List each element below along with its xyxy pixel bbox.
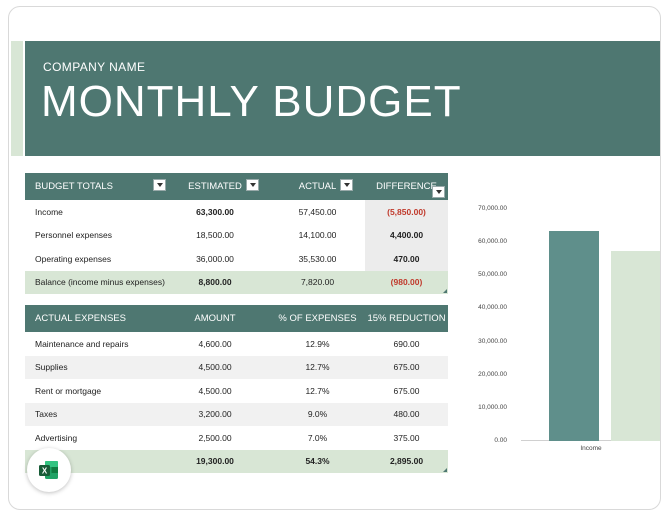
row-label[interactable]: Operating expenses	[35, 253, 112, 264]
table-row: Taxes 3,200.00 9.0% 480.00	[25, 402, 448, 426]
x-tick-label: Income	[580, 445, 602, 452]
difference-cell[interactable]: (5,850.00)	[365, 200, 448, 224]
column-header-percent-of-expenses[interactable]: % OF EXPENSES	[278, 313, 357, 324]
row-label[interactable]: Rent or mortgage	[35, 385, 102, 396]
reduction-cell[interactable]: 480.00	[393, 409, 420, 420]
svg-text:X: X	[42, 467, 48, 476]
actual-cell[interactable]: 14,100.00	[298, 230, 337, 241]
percent-cell[interactable]: 7.0%	[307, 432, 328, 443]
reduction-cell[interactable]: 675.00	[393, 362, 420, 373]
accent-bar	[11, 41, 23, 156]
table-row: Advertising 2,500.00 7.0% 375.00	[25, 426, 448, 450]
actual-expenses-header: ACTUAL EXPENSES AMOUNT % OF EXPENSES 15%…	[25, 305, 448, 332]
row-label[interactable]: Personnel expenses	[35, 230, 113, 241]
excel-icon: X	[39, 461, 58, 479]
percent-cell[interactable]: 12.7%	[305, 362, 330, 373]
y-tick-label: 0.00	[494, 437, 507, 444]
amount-cell[interactable]: 19,300.00	[196, 456, 234, 467]
table-row: Maintenance and repairs 4,600.00 12.9% 6…	[25, 332, 448, 356]
filter-dropdown-icon[interactable]	[432, 186, 445, 198]
actual-cell[interactable]: 35,530.00	[298, 253, 337, 264]
budget-totals-header: BUDGET TOTALS ESTIMATED ACTUAL DIFFERENC…	[25, 173, 448, 200]
row-label[interactable]: Supplies	[35, 362, 68, 373]
chart-plot-area	[521, 209, 660, 441]
y-tick-label: 10,000.00	[478, 403, 507, 411]
table-row: Operating expenses 36,000.00 35,530.00 4…	[25, 247, 448, 271]
column-header-reduction[interactable]: 15% REDUCTION	[367, 313, 446, 324]
page-title[interactable]: MONTHLY BUDGET	[41, 77, 462, 126]
column-header-budget-totals[interactable]: BUDGET TOTALS	[35, 181, 113, 192]
difference-cell[interactable]: 470.00	[365, 247, 448, 271]
reduction-cell[interactable]: 690.00	[393, 338, 420, 349]
actual-cell[interactable]: 57,450.00	[298, 206, 337, 217]
table-resize-handle[interactable]	[443, 468, 447, 472]
difference-cell[interactable]: 4,400.00	[365, 223, 448, 247]
filter-dropdown-icon[interactable]	[340, 179, 353, 191]
filter-dropdown-icon[interactable]	[246, 179, 259, 191]
spreadsheet: COMPANY NAME MONTHLY BUDGET BUDGET TOTAL…	[11, 41, 660, 509]
table-row: Rent or mortgage 4,500.00 12.7% 675.00	[25, 379, 448, 403]
total-row: Balance (income minus expenses) 8,800.00…	[25, 270, 448, 294]
percent-cell[interactable]: 12.7%	[305, 385, 330, 396]
estimated-cell[interactable]: 18,500.00	[196, 230, 234, 241]
excel-badge[interactable]: X	[27, 448, 71, 492]
reduction-cell[interactable]: 375.00	[393, 432, 420, 443]
budget-totals-table: BUDGET TOTALS ESTIMATED ACTUAL DIFFERENC…	[25, 173, 448, 294]
column-header-actual[interactable]: ACTUAL	[298, 181, 337, 192]
actual-cell[interactable]: 7,820.00	[300, 277, 335, 288]
title-banner: COMPANY NAME MONTHLY BUDGET	[25, 41, 660, 156]
estimated-cell[interactable]: 8,800.00	[198, 277, 232, 288]
column-header-actual-expenses[interactable]: ACTUAL EXPENSES	[35, 313, 126, 324]
row-label[interactable]: Maintenance and repairs	[35, 338, 129, 349]
table-resize-handle[interactable]	[443, 289, 447, 293]
amount-cell[interactable]: 3,200.00	[198, 409, 232, 420]
amount-cell[interactable]: 4,500.00	[198, 385, 232, 396]
column-header-estimated[interactable]: ESTIMATED	[188, 181, 242, 192]
estimated-cell[interactable]: 63,300.00	[196, 206, 234, 217]
company-name[interactable]: COMPANY NAME	[43, 60, 146, 74]
percent-cell[interactable]: 54.3%	[305, 456, 330, 467]
y-tick-label: 50,000.00	[478, 271, 507, 279]
y-tick-label: 30,000.00	[478, 337, 507, 345]
amount-cell[interactable]: 2,500.00	[198, 432, 232, 443]
row-label[interactable]: Advertising	[35, 432, 78, 443]
estimated-cell[interactable]: 36,000.00	[196, 253, 234, 264]
row-label[interactable]: Income	[35, 206, 63, 217]
table-row: Income 63,300.00 57,450.00 (5,850.00)	[25, 200, 448, 224]
table-row: Supplies 4,500.00 12.7% 675.00	[25, 355, 448, 379]
chart-bar[interactable]	[611, 250, 660, 441]
percent-cell[interactable]: 12.9%	[305, 338, 330, 349]
difference-cell[interactable]: (980.00)	[365, 270, 448, 294]
amount-cell[interactable]: 4,600.00	[198, 338, 232, 349]
y-tick-label: 60,000.00	[478, 238, 507, 246]
column-header-amount[interactable]: AMOUNT	[194, 313, 236, 324]
row-label[interactable]: Taxes	[35, 409, 58, 420]
y-tick-label: 20,000.00	[478, 370, 507, 378]
row-label[interactable]: Balance (income minus expenses)	[35, 277, 165, 288]
income-chart[interactable]: Income 0.00 10,000.00 20,000.00 30,000.00 40…	[461, 191, 660, 461]
column-header-difference[interactable]: DIFFERENCE	[376, 181, 437, 192]
reduction-cell[interactable]: 2,895.00	[389, 456, 424, 467]
amount-cell[interactable]: 4,500.00	[198, 362, 232, 373]
y-tick-label: 40,000.00	[478, 304, 507, 312]
chart-bar[interactable]	[549, 231, 599, 441]
reduction-cell[interactable]: 675.00	[393, 385, 420, 396]
actual-expenses-table: ACTUAL EXPENSES AMOUNT % OF EXPENSES 15%…	[25, 305, 448, 473]
filter-dropdown-icon[interactable]	[153, 179, 166, 191]
table-row: Personnel expenses 18,500.00 14,100.00 4…	[25, 223, 448, 247]
y-tick-label: 70,000.00	[478, 205, 507, 212]
total-row: 19,300.00 54.3% 2,895.00	[25, 449, 448, 473]
percent-cell[interactable]: 9.0%	[307, 409, 328, 420]
preview-card: COMPANY NAME MONTHLY BUDGET BUDGET TOTAL…	[8, 6, 661, 510]
